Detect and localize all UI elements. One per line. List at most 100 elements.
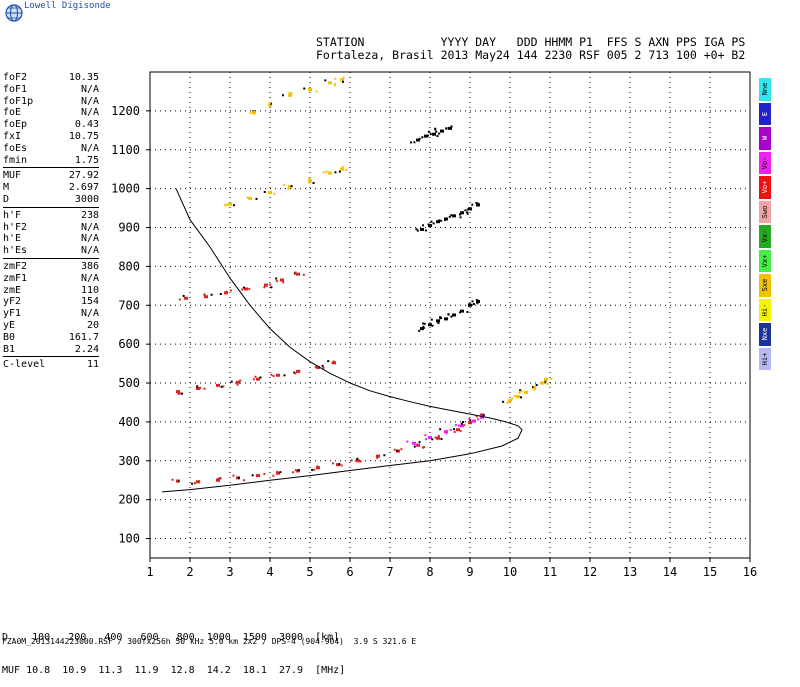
trace-point xyxy=(290,185,293,188)
parameter-value: N/A xyxy=(80,107,99,119)
trace-point xyxy=(462,420,465,423)
trace-point xyxy=(244,287,248,291)
parameter-value: N/A xyxy=(80,245,99,257)
legend-label: Hi- xyxy=(761,303,769,317)
trace-point xyxy=(280,278,284,282)
parameter-row: B0 161.7 xyxy=(3,332,99,344)
parameter-value: 110 xyxy=(80,284,99,296)
parameter-name: foF1p xyxy=(3,95,34,107)
trace-point xyxy=(383,454,386,457)
x-tick-label: 10 xyxy=(503,565,517,579)
trace-point xyxy=(272,474,275,477)
legend-label: Sxe xyxy=(761,278,769,292)
trace-point xyxy=(445,127,448,130)
legend-entry: Nxe xyxy=(759,323,771,346)
trace-point xyxy=(444,217,448,221)
parameter-row: yF2 154 xyxy=(3,296,99,308)
trace-point xyxy=(445,432,448,435)
legend-entry: Vx+ xyxy=(759,249,771,272)
parameter-value: 10.35 xyxy=(68,72,99,83)
trace-point xyxy=(413,445,416,448)
trace-point xyxy=(293,371,296,374)
trace-point xyxy=(236,380,240,384)
trace-point xyxy=(196,386,200,390)
trace-point xyxy=(477,418,480,421)
trace-point xyxy=(468,207,472,211)
trace-point xyxy=(191,482,194,485)
parameter-value: N/A xyxy=(80,308,99,320)
trace-point xyxy=(333,83,336,86)
trace-point xyxy=(308,181,311,184)
trace-point xyxy=(210,293,213,296)
trace-point xyxy=(428,224,432,228)
parameter-value: 27.92 xyxy=(68,170,99,182)
trace-point xyxy=(276,471,280,475)
trace-point xyxy=(249,111,252,114)
trace-point xyxy=(415,228,418,231)
trace-point xyxy=(255,197,258,200)
trace-point xyxy=(268,103,272,107)
trace-point xyxy=(196,385,199,388)
trace-point xyxy=(181,392,184,395)
trace-point xyxy=(447,313,450,316)
trace-point xyxy=(457,424,460,427)
trace-point xyxy=(287,187,290,190)
trace-point xyxy=(440,129,444,133)
parameter-value: 154 xyxy=(80,296,99,308)
trace-point xyxy=(279,471,282,474)
trace-point xyxy=(256,474,260,478)
x-tick-label: 4 xyxy=(266,565,273,579)
trace-point xyxy=(196,480,200,484)
parameter-value: N/A xyxy=(80,95,99,107)
parameter-name: h'Es xyxy=(3,245,28,257)
trace-point xyxy=(302,273,305,276)
trace-point xyxy=(282,281,285,284)
trace-point xyxy=(452,214,456,218)
muf-distance-value: 100 xyxy=(8,632,51,643)
muf-value: 27.9 xyxy=(266,665,304,676)
trace-point xyxy=(476,302,479,305)
trace-point xyxy=(513,394,516,397)
trace-point xyxy=(480,413,484,417)
trace-point xyxy=(468,421,472,425)
trace-point xyxy=(475,415,478,418)
trace-point xyxy=(171,478,174,481)
trace-point xyxy=(270,373,273,376)
trace-point xyxy=(314,366,317,369)
trace-point xyxy=(448,215,451,218)
trace-point xyxy=(421,136,424,139)
trace-point xyxy=(516,395,520,399)
trace-point xyxy=(220,385,223,388)
trace-point xyxy=(321,364,324,367)
parameter-row: M 2.697 xyxy=(3,182,99,194)
trace-point xyxy=(182,294,185,297)
trace-point xyxy=(470,421,473,424)
trace-point xyxy=(341,80,344,83)
trace-point xyxy=(466,211,469,214)
trace-point xyxy=(312,181,315,184)
parameter-value: 386 xyxy=(80,260,99,272)
trace-point xyxy=(532,386,535,389)
trace-point xyxy=(415,443,418,446)
parameter-row: foF1 N/A xyxy=(3,84,99,96)
trace-point xyxy=(508,400,511,403)
legend-label: Swo xyxy=(761,205,769,219)
parameter-row: h'F 238 xyxy=(3,210,99,222)
y-tick-label: 1100 xyxy=(111,143,140,157)
trace-point xyxy=(316,365,320,369)
trace-point xyxy=(424,229,427,232)
trace-point xyxy=(520,396,523,399)
trace-point xyxy=(454,424,457,427)
trace-point xyxy=(331,462,334,465)
trace-point xyxy=(275,277,278,280)
trace-point xyxy=(437,322,440,325)
y-tick-label: 600 xyxy=(118,337,140,351)
trace-point xyxy=(217,384,220,387)
trace-point xyxy=(477,202,480,205)
trace-point xyxy=(506,401,509,404)
trace-point xyxy=(276,373,280,377)
trace-point xyxy=(476,299,480,303)
trace-point xyxy=(322,171,325,174)
muf-table: D 100 200 400 600 800 1000 1500 3000 [km… xyxy=(2,610,345,687)
trace-point xyxy=(450,315,453,318)
